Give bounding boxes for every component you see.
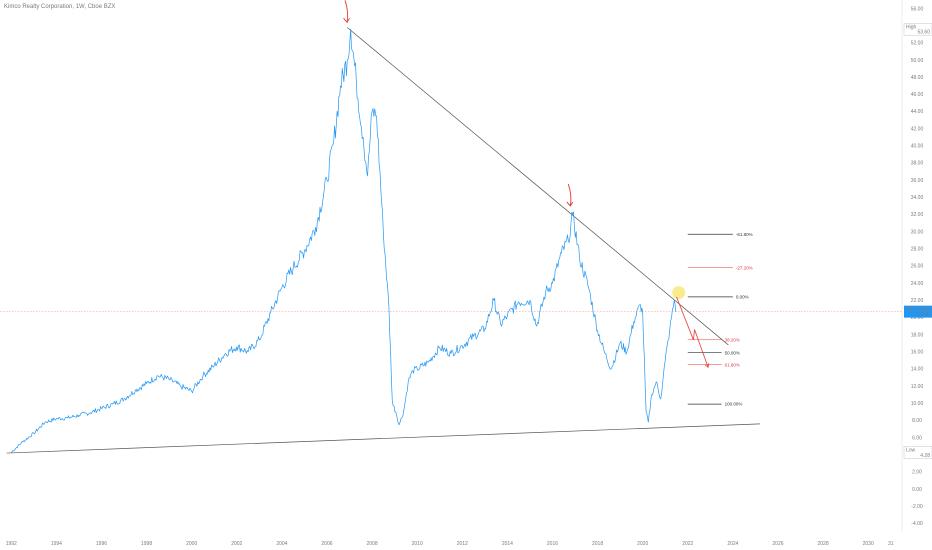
time-tick-label: 1992 (6, 541, 17, 547)
price-tick-label: 2.00 (912, 470, 922, 476)
price-tick-label: 20.00 (911, 315, 924, 321)
price-tick-label: 34.00 (911, 195, 924, 201)
price-tick-label: 12.00 (911, 384, 924, 390)
price-tick-label: 56.00 (911, 6, 924, 12)
price-tick-label: 18.00 (911, 332, 924, 338)
price-tick-label: 38.00 (911, 161, 924, 167)
time-tick-label: 1996 (96, 541, 107, 547)
fib-level-label: 61.80% (725, 362, 740, 367)
low-badge-text: Low (906, 448, 916, 454)
time-tick-label: 31 (888, 541, 894, 547)
trendline[interactable] (347, 27, 729, 346)
time-tick-label: 2020 (637, 541, 648, 547)
time-tick-label: 2010 (412, 541, 423, 547)
price-tick-label: 36.00 (911, 178, 924, 184)
fib-level-label: -27.20% (736, 265, 753, 270)
time-tick-label: 2000 (186, 541, 197, 547)
price-series-layer (11, 28, 677, 453)
price-line[interactable] (11, 28, 677, 453)
trendline[interactable] (6, 423, 760, 454)
price-tick-label: -4.00 (911, 521, 923, 527)
peak-arrow (567, 183, 572, 207)
time-tick-label: 2002 (231, 541, 242, 547)
time-tick-label: 2018 (592, 541, 603, 547)
price-tick-label: 10.00 (911, 401, 924, 407)
price-tick-label: 46.00 (911, 92, 924, 98)
price-tick-label: 40.00 (911, 144, 924, 150)
peak-arrow (344, 0, 349, 23)
price-tick-label: 24.00 (911, 281, 924, 287)
time-tick-label: 2006 (321, 541, 332, 547)
low-badge-bg (903, 446, 932, 459)
peak-arrow-head (343, 18, 350, 24)
highlight-marker (672, 286, 686, 300)
fib-level-label: -61.80% (736, 232, 753, 237)
fib-level-label: 0.00% (736, 294, 749, 299)
projection-arrow-head (704, 363, 709, 369)
price-tick-label: 26.00 (911, 264, 924, 270)
price-tick-label: 6.00 (912, 435, 922, 441)
time-tick-label: 2028 (818, 541, 829, 547)
high-badge-text: 53.60 (917, 30, 930, 36)
time-tick-label: 2008 (367, 541, 378, 547)
time-tick-label: 2022 (682, 541, 693, 547)
last-price-symbol: KIM (906, 307, 915, 313)
time-tick-label: 1994 (51, 541, 62, 547)
projection-arrow (676, 296, 709, 368)
axis-layer: -4.00-2.000.002.004.006.008.0010.0012.00… (6, 0, 932, 550)
price-tick-label: 14.00 (911, 367, 924, 373)
price-tick-label: 32.00 (911, 212, 924, 218)
price-tick-label: 42.00 (911, 126, 924, 132)
last-price-badge-bg (904, 305, 932, 318)
time-tick-label: 2014 (502, 541, 513, 547)
peak-arrow-head (566, 201, 574, 207)
high-badge-text: High (906, 24, 917, 30)
chart-title: Kimco Realty Corporation, 1W, Cboe BZX (4, 4, 116, 10)
high-badge-bg (903, 22, 932, 36)
time-tick-label: 2026 (772, 541, 783, 547)
fib-level-label: 50.00% (725, 350, 740, 355)
price-tick-label: 30.00 (911, 229, 924, 235)
time-tick-label: 2030 (863, 541, 874, 547)
price-tick-label: 48.00 (911, 75, 924, 81)
last-price-countdown: 1d 5h (917, 312, 930, 318)
price-tick-label: -2.00 (911, 504, 923, 510)
price-tick-label: 28.00 (911, 247, 924, 253)
price-tick-label: 0.00 (912, 487, 922, 493)
time-tick-label: 2012 (457, 541, 468, 547)
price-tick-label: 22.00 (911, 298, 924, 304)
low-badge-text: 4.28 (920, 453, 930, 459)
price-tick-label: 8.00 (912, 418, 922, 424)
price-tick-label: 44.00 (911, 109, 924, 115)
price-tick-label: 52.00 (911, 41, 924, 47)
time-tick-label: 2016 (547, 541, 558, 547)
annotation-layer: -61.80% -27.20% 0.00% 38.20% 50.00% 61.80% 100… (0, 0, 902, 454)
fib-level-label: 100.00% (725, 402, 743, 407)
time-tick-label: 2004 (276, 541, 287, 547)
price-tick-label: 16.00 (911, 350, 924, 356)
time-tick-label: 1998 (141, 541, 152, 547)
price-tick-label: 50.00 (911, 58, 924, 64)
price-axis-background (902, 0, 932, 550)
fib-level-label: 38.20% (725, 337, 740, 342)
low-badge: Low 4.28 (903, 446, 932, 459)
last-price-value: 20.68 (917, 307, 930, 313)
time-tick-label: 2024 (727, 541, 738, 547)
